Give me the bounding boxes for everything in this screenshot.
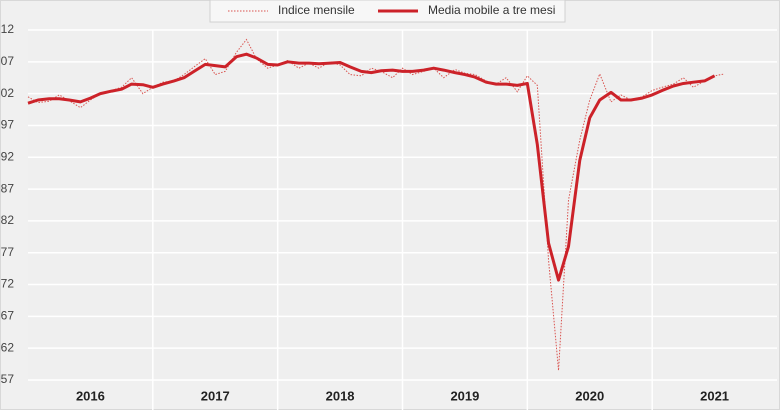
y-tick-label: 62 bbox=[1, 340, 15, 354]
y-tick-label: 72 bbox=[1, 277, 15, 291]
legend: Indice mensile Media mobile a tre mesi bbox=[209, 0, 566, 23]
y-tick-label: 77 bbox=[1, 245, 15, 259]
y-tick-label: 07 bbox=[1, 54, 15, 68]
x-tick-label: 2016 bbox=[76, 388, 105, 403]
grid bbox=[28, 29, 777, 410]
series-line bbox=[27, 52, 716, 282]
series-line bbox=[27, 38, 725, 371]
y-tick-label: 12 bbox=[1, 22, 15, 36]
y-tick-label: 92 bbox=[1, 149, 15, 163]
y-tick-label: 87 bbox=[1, 181, 15, 195]
y-tick-label: 97 bbox=[1, 118, 15, 132]
y-tick-label: 57 bbox=[1, 372, 15, 386]
x-tick-label: 2020 bbox=[575, 388, 604, 403]
legend-label: Indice mensile bbox=[278, 3, 355, 17]
x-tick-label: 2021 bbox=[700, 388, 729, 403]
y-tick-label: 02 bbox=[1, 86, 15, 100]
lines bbox=[27, 38, 725, 371]
y-tick-label: 82 bbox=[1, 213, 15, 227]
x-tick-label: 2019 bbox=[450, 388, 479, 403]
x-tick-label: 2017 bbox=[201, 388, 230, 403]
y-tick-label: 67 bbox=[1, 309, 15, 323]
legend-label: Media mobile a tre mesi bbox=[428, 3, 555, 17]
x-tick-label: 2018 bbox=[326, 388, 355, 403]
